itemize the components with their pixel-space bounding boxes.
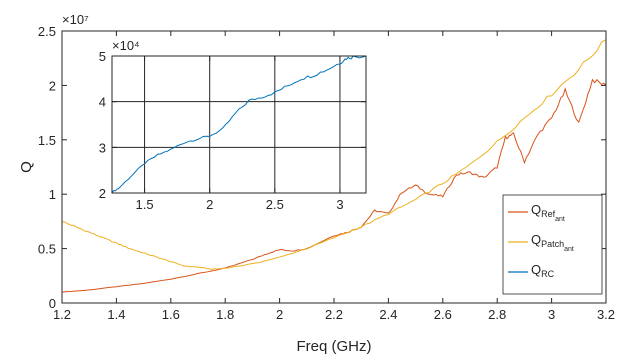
legend: QRefant QPatchant QRC: [502, 194, 603, 295]
y-axis-label: Q: [18, 161, 35, 173]
main-x-tick-label: 3: [548, 307, 555, 322]
inset-x-tick-label: 1.5: [136, 197, 154, 212]
inset-x-tick-label: 2: [206, 197, 213, 212]
inset-x-tick-label: 3: [336, 197, 343, 212]
inset-plot: 1.5 2 2.5 3 2 3 4 5 ×10⁴: [99, 38, 367, 212]
inset-y-tick-label: 3: [99, 140, 106, 155]
main-x-tick-label: 2: [276, 307, 283, 322]
main-x-tick-label: 2.8: [488, 307, 506, 322]
inset-x-ticks: 1.5 2 2.5 3: [136, 56, 344, 212]
legend-ref-sub: Ref: [541, 209, 556, 219]
main-x-tick-label: 2.2: [325, 307, 343, 322]
main-y-exponent: ×10⁷: [62, 12, 89, 27]
legend-label-rc: QRC: [531, 262, 555, 279]
inset-y-tick-label: 5: [99, 49, 106, 64]
legend-label-patch: QPatchant: [531, 232, 574, 253]
main-lines: [61, 39, 607, 293]
main-y-tick-label: 1.5: [38, 133, 56, 148]
legend-rc-main: Q: [531, 262, 541, 277]
series-line-Q_RC: [111, 55, 367, 194]
main-x-tick-label: 1.8: [216, 307, 234, 322]
inset-y-ticks: 2 3 4 5: [99, 49, 366, 201]
legend-patch-main: Q: [531, 232, 541, 247]
legend-ref-subsub: ant: [555, 216, 565, 223]
x-axis-label: Freq (GHz): [297, 338, 372, 355]
main-x-tick-label: 2.4: [379, 307, 397, 322]
inset-plot-frame: [111, 55, 367, 194]
inset-x-tick-label: 2.5: [266, 197, 284, 212]
main-y-tick-label: 0.5: [38, 242, 56, 257]
legend-entry-rc: QRC: [508, 262, 555, 279]
inset-y-exponent: ×10⁴: [112, 38, 140, 53]
main-y-tick-label: 2: [49, 78, 56, 93]
main-y-tick-label: 0: [49, 296, 56, 311]
legend-entry-patch: QPatchant: [508, 232, 574, 253]
inset-y-tick-label: 4: [99, 95, 106, 110]
inset-plot-area: [112, 56, 366, 193]
main-y-ticks: 0 0.5 1 1.5 2 2.5: [38, 24, 606, 311]
inset-lines: [111, 55, 367, 194]
main-y-tick-label: 1: [49, 187, 56, 202]
inset-y-tick-label: 2: [99, 186, 106, 201]
main-x-tick-label: 1.6: [162, 307, 180, 322]
legend-entry-ref: QRefant: [508, 202, 565, 223]
series-line-Q_Ref_ant: [61, 78, 607, 293]
series-line-Q_Patch_ant: [62, 39, 607, 271]
main-x-ticks: 1.2 1.4 1.6 1.8 2 2.2 2.4 2.6 2.8 3 3.2: [53, 31, 615, 322]
main-x-tick-label: 1.2: [53, 307, 71, 322]
legend-patch-subsub: ant: [564, 246, 574, 253]
legend-ref-main: Q: [531, 202, 541, 217]
legend-rc-sub: RC: [541, 269, 554, 279]
legend-patch-sub: Patch: [541, 239, 564, 249]
main-x-tick-label: 1.4: [107, 307, 125, 322]
main-y-tick-label: 2.5: [38, 24, 56, 39]
main-x-tick-label: 3.2: [597, 307, 615, 322]
main-x-tick-label: 2.6: [434, 307, 452, 322]
legend-label-ref: QRefant: [531, 202, 565, 223]
